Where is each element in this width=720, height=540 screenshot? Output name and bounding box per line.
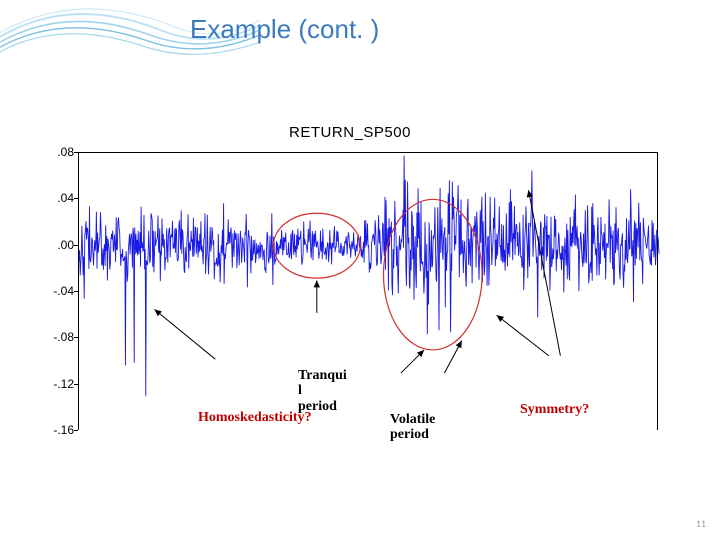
ytick-label: -.08 xyxy=(53,330,74,344)
annot-symmetry: Symmetry? xyxy=(520,402,589,417)
annot-volatile: Volatileperiod xyxy=(390,412,435,443)
annot-tranquil: Tranquilperiod xyxy=(298,368,358,414)
arrow-symmetry1 xyxy=(497,315,549,356)
ytick-label: -.12 xyxy=(53,377,74,391)
ytick-label: .00 xyxy=(57,238,74,252)
ytick-label: .04 xyxy=(57,191,74,205)
annot-homoskedasticity: Homoskedasticity? xyxy=(198,410,312,425)
arrow-head-symmetry1 xyxy=(497,315,504,322)
ytick-label: .08 xyxy=(57,145,74,159)
slide-title: Example (cont. ) xyxy=(190,14,379,45)
ytick-mark xyxy=(74,430,78,431)
ytick-label: -.04 xyxy=(53,284,74,298)
arrow-head-tranquil xyxy=(314,280,320,287)
ytick-mark xyxy=(74,291,78,292)
ytick-mark xyxy=(74,245,78,246)
ytick-mark xyxy=(74,152,78,153)
plot-box xyxy=(78,152,658,430)
page-number: 11 xyxy=(696,517,706,530)
ytick-mark xyxy=(74,337,78,338)
ytick-label: -.16 xyxy=(53,423,74,437)
arrow-head-homosked xyxy=(154,309,161,316)
return-series-line xyxy=(79,156,659,397)
chart-container: RETURN_SP500 .08.04.00-.04-.08-.12-.16 H… xyxy=(30,130,670,450)
arrow-homosked xyxy=(154,309,215,359)
ytick-mark xyxy=(74,384,78,385)
chart-title: RETURN_SP500 xyxy=(289,124,411,141)
ytick-mark xyxy=(74,198,78,199)
